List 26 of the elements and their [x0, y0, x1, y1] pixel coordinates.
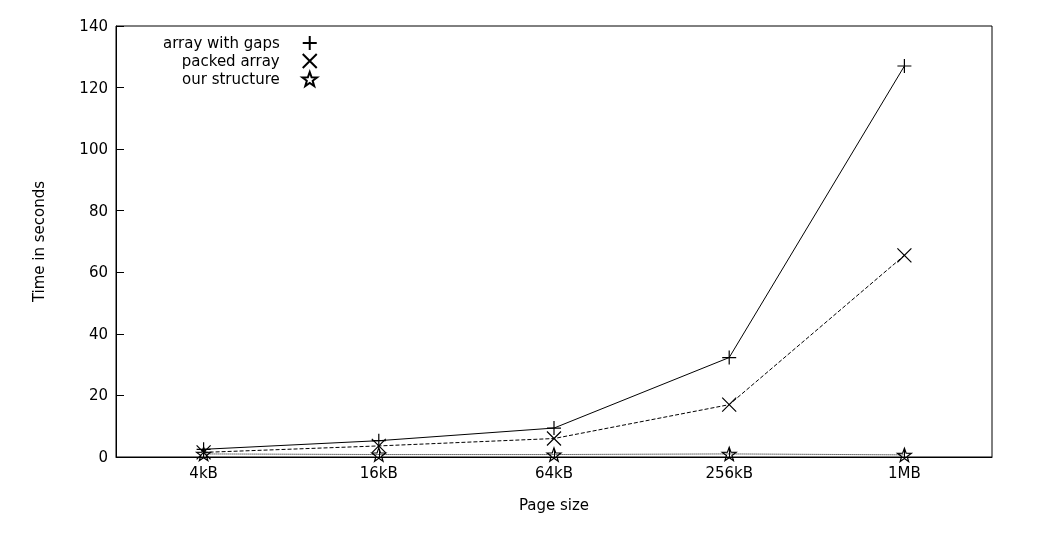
- point: [371, 438, 387, 454]
- y-tick-label: 40: [88, 324, 108, 343]
- y-tick-label: 0: [98, 448, 108, 466]
- point: [896, 247, 912, 263]
- x-tick-label: 4kB: [189, 463, 218, 482]
- x-axis-title: Page size: [518, 495, 590, 514]
- y-tick-label: 120: [79, 78, 108, 97]
- y-tick-label: 80: [88, 201, 108, 220]
- y-tick-label: 60: [88, 263, 108, 282]
- point: [896, 447, 912, 463]
- x-tick-label: 256kB: [705, 463, 753, 482]
- point: [546, 430, 562, 447]
- y-tick-label: 140: [79, 17, 108, 35]
- legend-label: array with gaps: [162, 34, 280, 52]
- point: [721, 397, 737, 413]
- y-tick-label: 20: [88, 386, 108, 405]
- y-axis-title: Time in seconds: [29, 180, 48, 304]
- legend-label: our structure: [182, 70, 280, 88]
- x-tick-label: 1MB: [888, 463, 921, 482]
- y-tick-label: 100: [79, 140, 108, 159]
- point: [721, 446, 737, 462]
- x-tick-label: 64kB: [534, 463, 574, 482]
- point: [371, 447, 387, 462]
- legend-label: packed array: [181, 52, 280, 70]
- x-tick-label: 16kB: [359, 463, 398, 482]
- point: [546, 447, 562, 462]
